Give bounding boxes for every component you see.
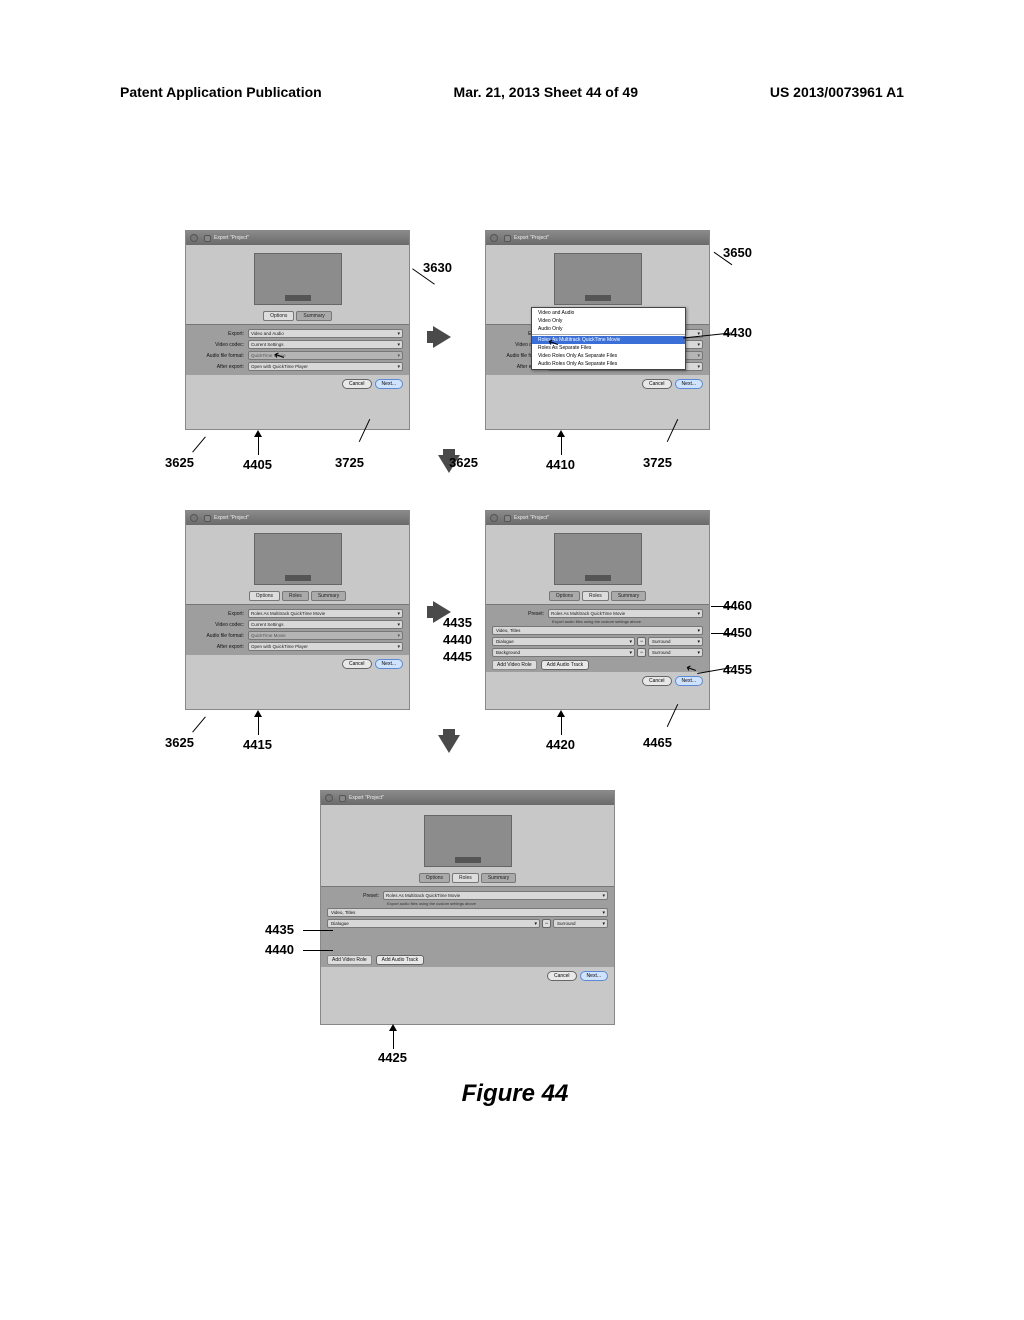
ref-3725b: 3725 [643,455,672,470]
back-icon[interactable] [204,235,211,242]
figure-44: Export "Project" Options Summary Export:… [165,230,865,1090]
close-icon[interactable] [190,234,198,242]
cancel-button[interactable]: Cancel [342,379,372,389]
panel-4415: Export "Project" Options Roles Summary E… [185,510,410,710]
panel-4420: Export "Project" Options Roles Summary P… [485,510,710,710]
tab-roles[interactable]: Roles [582,591,609,601]
role-dialogue[interactable]: Dialogue▾ [492,637,635,646]
panel-4410: Export "Project" Options Summary Export:… [485,230,710,430]
remove-role-button[interactable]: − [637,648,646,657]
role-background-output[interactable]: Surround▾ [648,648,703,657]
tab-summary[interactable]: Summary [296,311,331,321]
preset-dropdown[interactable]: Roles As Multitrack QuickTime Movie▾ [548,609,703,618]
role-video[interactable]: Video, Titles▾ [327,908,608,917]
ref-4420: 4420 [546,737,575,752]
preview-thumb [254,253,342,305]
flow-arrow-icon [433,326,451,348]
add-audio-track-button[interactable]: Add Audio Track [376,955,424,965]
label-export: Export: [192,331,248,337]
after-dropdown[interactable]: Open with QuickTime Player▾ [248,362,403,371]
ref-4435a: 4435 [443,615,472,630]
window-title: Export "Project" [214,235,249,241]
ref-3625b: 3625 [165,735,194,750]
ref-3625a: 3625 [165,455,194,470]
flow-arrow-icon [438,735,460,753]
ref-4440a: 4440 [443,632,472,647]
next-button[interactable]: Next... [675,379,703,389]
export-dropdown-menu[interactable]: Video and Audio Video Only Audio Only Ro… [531,307,686,370]
ref-3630: 3630 [423,260,452,275]
ref-4465: 4465 [643,735,672,750]
chevron-down-icon: ▾ [397,331,400,337]
tab-options[interactable]: Options [263,311,294,321]
role-dialogue-output[interactable]: Surround▾ [648,637,703,646]
drop-audio-roles[interactable]: Audio Roles Only As Separate Files [532,360,685,368]
drop-video-roles[interactable]: Video Roles Only As Separate Files [532,352,685,360]
role-video[interactable]: Video, Titles▾ [492,626,703,635]
cancel-button[interactable]: Cancel [642,379,672,389]
drop-roles-sep[interactable]: Roles As Separate Files [532,344,685,352]
export-dropdown[interactable]: Roles As Multitrack QuickTime Movie▾ [248,609,403,618]
drop-video-only[interactable]: Video Only [532,317,685,325]
ref-4455: 4455 [723,662,752,677]
ref-3625c: 3625 [449,455,478,470]
add-audio-track-button[interactable]: Add Audio Track [541,660,589,670]
ref-3650: 3650 [723,245,752,260]
ref-4440b: 4440 [265,942,294,957]
role-background[interactable]: Background▾ [492,648,635,657]
pub-header-right: US 2013/0073961 A1 [770,84,904,100]
tab-roles[interactable]: Roles [282,591,309,601]
panel-4405: Export "Project" Options Summary Export:… [185,230,410,430]
ref-3725a: 3725 [335,455,364,470]
tab-options[interactable]: Options [249,591,280,601]
panel-4425: Export "Project" Options Roles Summary P… [320,790,615,1025]
ref-4415: 4415 [243,737,272,752]
ref-4445: 4445 [443,649,472,664]
preset-subtext: Export audio files using the custom sett… [492,619,703,624]
ref-4405: 4405 [243,457,272,472]
role-dialogue[interactable]: Dialogue▾ [327,919,540,928]
audio-dropdown: QuickTime Movie▾ [248,351,403,360]
remove-role-button[interactable]: − [542,919,551,928]
remove-role-button[interactable]: − [637,637,646,646]
add-video-role[interactable]: Add Video Role [327,955,372,965]
drop-audio-only[interactable]: Audio Only [532,325,685,333]
label-audio: Audio file format: [192,353,248,359]
drop-multitrack[interactable]: Roles As Multitrack QuickTime Movie [532,336,685,344]
figure-caption: Figure 44 [462,1080,569,1108]
ref-4410: 4410 [546,457,575,472]
add-video-role[interactable]: Add Video Role [492,660,537,670]
preset-dropdown[interactable]: Roles As Multitrack QuickTime Movie▾ [383,891,608,900]
export-dropdown[interactable]: Video and Audio▾ [248,329,403,338]
drop-video-audio[interactable]: Video and Audio [532,309,685,317]
pub-header-center: Mar. 21, 2013 Sheet 44 of 49 [454,84,638,100]
tab-summary[interactable]: Summary [311,591,346,601]
titlebar: Export "Project" [186,231,409,245]
codec-dropdown[interactable]: Current Settings▾ [248,340,403,349]
label-after: After export: [192,364,248,370]
window-title: Export "Project" [514,235,549,241]
next-button[interactable]: Next... [375,379,403,389]
ref-4425: 4425 [378,1050,407,1065]
label-codec: Video codec: [192,342,248,348]
options-pane: Export: Video and Audio▾ Video codec: Cu… [186,324,409,375]
ref-4435b: 4435 [265,922,294,937]
pub-header-left: Patent Application Publication [120,84,322,100]
